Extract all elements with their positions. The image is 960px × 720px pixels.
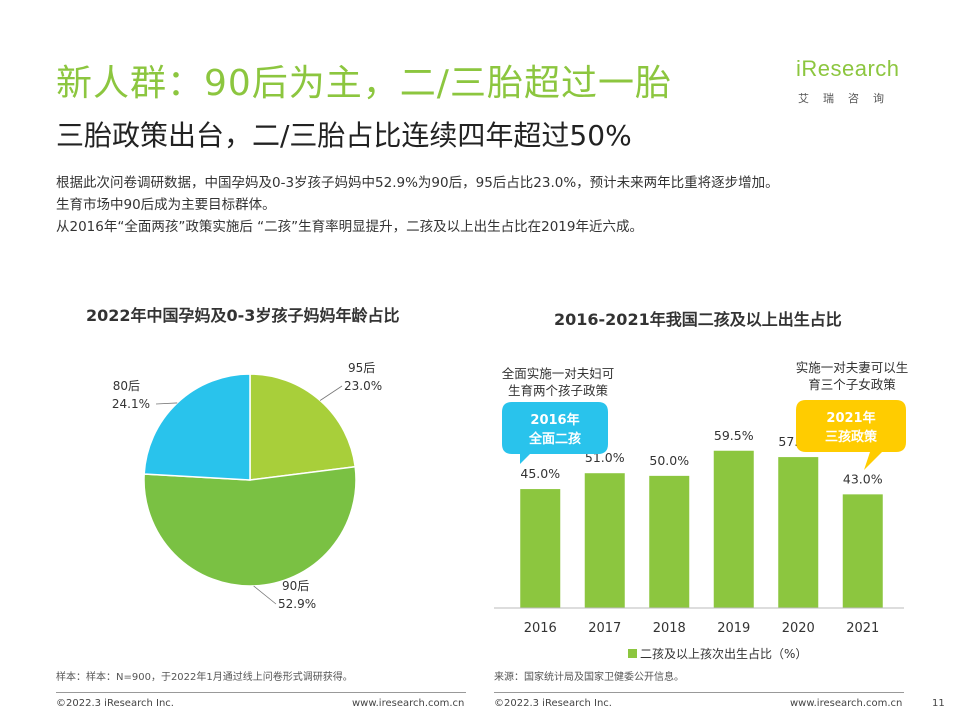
bar-value-label-2016: 45.0% (520, 466, 560, 481)
annotation-badge-2021-line-1: 2021年 (826, 410, 875, 426)
bar-chart: 45.0%201651.0%201750.0%201859.5%201957.1… (494, 360, 909, 661)
annotation-badge-2016-line-2: 全面二孩 (528, 431, 581, 447)
x-tick-label-2021: 2021 (846, 621, 879, 636)
pie-category-label-3: 80后 (113, 379, 140, 393)
bar-2019 (713, 450, 754, 608)
logo-text: iResearch (796, 56, 900, 81)
pie-slice-2 (143, 465, 357, 587)
bar-chart-title: 2016-2021年我国二孩及以上出生占比 (554, 310, 842, 329)
annotation-badge-2016 (502, 402, 608, 464)
url-left[interactable]: www.iresearch.com.cn (352, 698, 465, 709)
pie-leader-3 (155, 402, 178, 405)
bar-value-label-2021: 43.0% (843, 471, 883, 486)
x-tick-label-2019: 2019 (717, 621, 750, 636)
source-note: 来源：国家统计局及国家卫健委公开信息。 (494, 672, 684, 683)
iresearch-logo: iResearch 艾瑞咨询 (796, 52, 912, 110)
url-right[interactable]: www.iresearch.com.cn (790, 698, 903, 709)
pie-value-label-1: 23.0% (344, 379, 382, 393)
legend-label: 二孩及以上孩次出生占比（%） (640, 646, 807, 661)
annotation-note-2021-line-1: 实施一对夫妻可以生 (796, 360, 909, 375)
sample-note: 样本：样本：N=900，于2022年1月通过线上问卷形式调研获得。 (56, 672, 353, 683)
x-tick-label-2020: 2020 (782, 621, 815, 636)
bar-2020 (778, 457, 819, 608)
description: 根据此次问卷调研数据，中国孕妈及0-3岁孩子妈妈中52.9%为90后，95后占比… (56, 172, 779, 238)
pie-value-label-3: 24.1% (112, 397, 150, 411)
x-tick-label-2017: 2017 (588, 621, 621, 636)
bar-2017 (584, 473, 625, 608)
bar-value-label-2018: 50.0% (649, 453, 689, 468)
logo-cn-text: 艾瑞咨询 (798, 92, 898, 105)
pie-chart-title: 2022年中国孕妈及0-3岁孩子妈妈年龄占比 (86, 306, 400, 325)
pie-value-label-2: 52.9% (278, 597, 316, 611)
pie-leader-2 (253, 585, 277, 605)
bar-2018 (649, 475, 690, 608)
page-title: 新人群：90后为主，二/三胎超过一胎 (56, 63, 672, 104)
pie-category-label-2: 90后 (282, 579, 309, 593)
legend-swatch (628, 649, 637, 658)
pie-leader-1 (319, 385, 343, 401)
annotation-note-2016-line-2: 生育两个孩子政策 (508, 383, 609, 398)
bar-2016 (520, 489, 561, 608)
footer-divider-left (56, 692, 466, 693)
x-tick-label-2018: 2018 (653, 621, 686, 636)
pie-slice-1 (249, 373, 357, 481)
logo-shape (796, 54, 906, 88)
description-line-1: 根据此次问卷调研数据，中国孕妈及0-3岁孩子妈妈中52.9%为90后，95后占比… (56, 175, 779, 191)
copyright-left: ©2022.3 iResearch Inc. (56, 698, 174, 709)
page-subtitle: 三胎政策出台，二/三胎占比连续四年超过50% (56, 119, 632, 152)
description-line-3: 从2016年“全面两孩”政策实施后 “二孩”生育率明显提升，二孩及以上出生占比在… (56, 219, 643, 235)
x-tick-label-2016: 2016 (524, 621, 557, 636)
bar-2021 (842, 494, 883, 608)
annotation-badge-2016-line-1: 2016年 (530, 412, 579, 428)
bar-value-label-2019: 59.5% (714, 428, 754, 443)
description-line-2: 生育市场中90后成为主要目标群体。 (56, 197, 276, 213)
pie-slice-3 (143, 373, 251, 481)
copyright-right: ©2022.3 iResearch Inc. (494, 698, 612, 709)
annotation-note-2021-line-2: 育三个子女政策 (808, 377, 896, 392)
footer-divider-right (494, 692, 904, 693)
pie-chart: 95后 23.0% 90后 52.9% 80后 24.1% (112, 361, 382, 611)
pie-category-label-1: 95后 (348, 361, 375, 375)
page-number: 11 (932, 698, 945, 709)
annotation-badge-2021-line-2: 三孩政策 (825, 429, 878, 445)
annotation-badge-2021 (796, 400, 906, 470)
annotation-note-2016-line-1: 全面实施一对夫妇可 (502, 366, 615, 381)
